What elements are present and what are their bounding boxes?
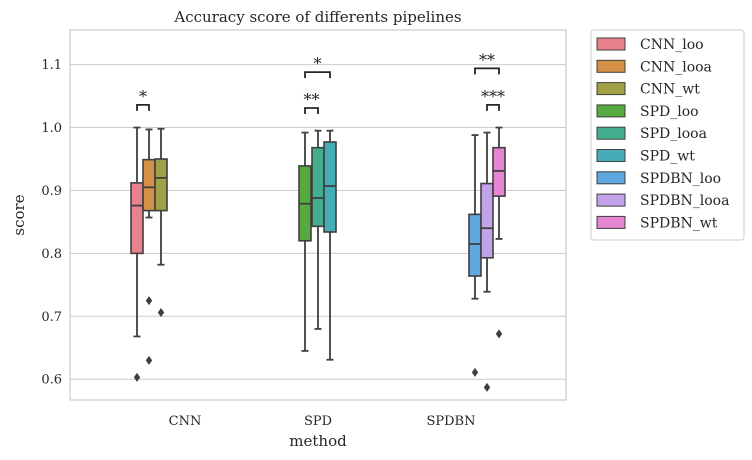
box-body (154, 158, 168, 212)
bracket-line (304, 107, 319, 115)
legend-entry-CNN_looa: CNN_looa (596, 59, 712, 75)
legend-swatch (596, 104, 626, 118)
y-tick-label: 0.6 (41, 373, 62, 388)
box-SPD_loo (298, 131, 312, 352)
outlier-point (157, 308, 165, 318)
box-body (468, 213, 482, 277)
legend-label: CNN_wt (640, 82, 700, 98)
legend-label: CNN_loo (640, 37, 704, 53)
annotation-bracket: * (136, 87, 150, 111)
y-tick-label: 0.8 (41, 247, 62, 262)
box-body (492, 146, 506, 197)
significance-annotations: * *** ***** (136, 50, 505, 115)
bracket-line (474, 67, 500, 75)
box-CNN_looa (142, 128, 156, 365)
legend-swatch (596, 59, 626, 73)
box-CNN_loo (130, 126, 144, 382)
outlier-point (145, 296, 153, 306)
legend-swatch (596, 215, 626, 229)
box-SPDBN_looa (480, 131, 494, 392)
legend-label: SPDBN_wt (640, 215, 718, 231)
annotation-text: * (314, 54, 322, 73)
legend-swatch (596, 149, 626, 162)
legend-label: CNN_looa (640, 59, 712, 75)
legend-label: SPDBN_looa (640, 193, 729, 209)
bracket-line (486, 103, 500, 111)
box-SPDBN_wt (492, 126, 506, 339)
annotation-bracket: ** (474, 50, 500, 75)
x-tick-label: SPD (304, 414, 332, 429)
annotation-text: *** (481, 87, 505, 106)
y-tick-label: 0.9 (41, 184, 62, 199)
bracket-line (136, 103, 150, 111)
x-tick-label: CNN (169, 414, 202, 429)
outlier-point (483, 382, 491, 392)
legend-entry-SPDBN_loo: SPDBN_loo (596, 171, 721, 187)
box-body (323, 141, 337, 233)
annotation-text: * (139, 87, 147, 106)
legend-label: SPDBN_loo (640, 171, 721, 187)
legend-swatch (596, 82, 626, 96)
legend-label: SPD_wt (640, 149, 695, 165)
box-body (142, 158, 156, 212)
y-axis-label: score (10, 194, 28, 235)
annotation-bracket: * (304, 54, 331, 79)
legend-label: SPD_loo (640, 104, 699, 120)
box-body (130, 182, 144, 255)
legend-frame (590, 29, 745, 241)
legend-entry-SPDBN_wt: SPDBN_wt (596, 215, 718, 231)
annotation-text: ** (304, 90, 320, 109)
boxes (130, 126, 506, 392)
y-tick-label: 0.7 (41, 310, 62, 325)
legend-label: SPD_looa (640, 126, 707, 142)
legend-entry-SPD_loo: SPD_loo (596, 104, 699, 120)
outlier-point (145, 355, 153, 365)
box-SPDBN_loo (468, 134, 482, 377)
legend-entry-CNN_loo: CNN_loo (596, 37, 704, 53)
legend-entry-SPD_looa: SPD_looa (596, 126, 707, 142)
legend-entry-CNN_wt: CNN_wt (596, 82, 700, 98)
legend-swatch (596, 193, 626, 207)
legend-entry-SPD_wt: SPD_wt (596, 149, 695, 165)
x-tick-labels: CNN SPD SPDBN (169, 414, 476, 429)
outlier-point (133, 372, 141, 382)
box-SPD_looa (311, 129, 325, 330)
y-tick-labels: 0.6 0.7 0.8 0.9 1.0 1.1 (41, 58, 62, 388)
box-body (480, 182, 494, 259)
legend-swatch (596, 171, 626, 185)
box-body (311, 146, 325, 228)
bracket-line (304, 71, 331, 79)
annotation-bracket: ** (304, 90, 320, 115)
annotation-bracket: *** (481, 87, 505, 111)
x-axis-label: method (289, 432, 347, 450)
legend-swatch (596, 37, 626, 51)
plot-frame (69, 29, 567, 401)
chart-title: Accuracy score of differents pipelines (173, 8, 461, 26)
y-tick-label: 1.1 (41, 58, 62, 73)
outlier-point (495, 329, 503, 339)
outlier-point (471, 367, 479, 377)
legend: CNN_loo CNN_looa CNN_wt SPD_loo SPD_looa SPD_… (590, 29, 745, 241)
box-SPD_wt (323, 129, 337, 361)
legend-swatch (596, 126, 626, 140)
annotation-text: ** (479, 50, 495, 69)
y-tick-label: 1.0 (41, 121, 62, 136)
box-CNN_wt (154, 127, 168, 318)
legend-entry-SPDBN_looa: SPDBN_looa (596, 193, 729, 209)
x-tick-label: SPDBN (426, 414, 475, 429)
